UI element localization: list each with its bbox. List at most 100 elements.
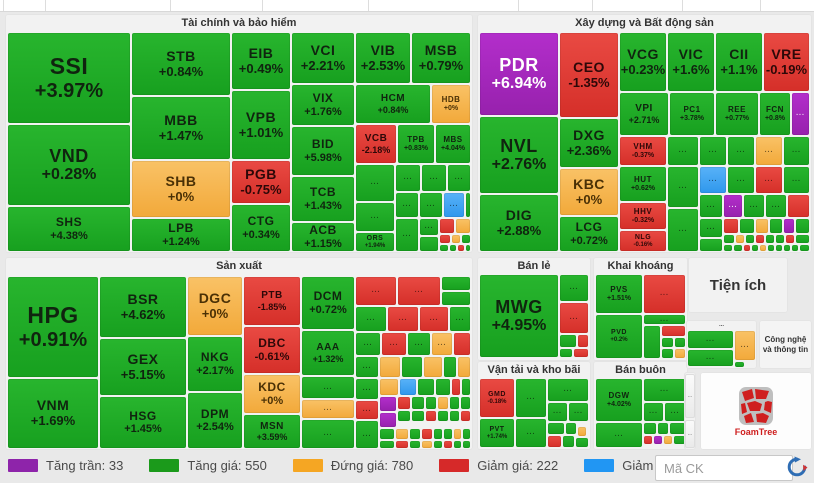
micro-tile[interactable] <box>450 245 456 251</box>
mini-tile[interactable]: ... <box>516 379 546 417</box>
mini-tile[interactable]: ... <box>450 307 470 331</box>
mini-tile[interactable]: ... <box>700 167 726 193</box>
tile-pdr[interactable]: PDR +6.94% <box>480 33 558 115</box>
micro-tile[interactable] <box>654 436 662 444</box>
micro-tile[interactable] <box>770 219 782 233</box>
tile-vnm[interactable]: VNM +1.69% <box>8 379 98 448</box>
micro-tile[interactable] <box>768 245 774 251</box>
mini-tile[interactable]: ... <box>596 423 642 447</box>
mini-tile[interactable]: ... <box>784 137 809 165</box>
tile-tpb[interactable]: TPB +0.83% <box>398 125 434 163</box>
tile-pc1[interactable]: PC1 +3.78% <box>670 93 714 135</box>
mini-tile[interactable]: ... <box>560 275 588 301</box>
micro-tile[interactable] <box>418 379 434 395</box>
micro-tile[interactable] <box>674 436 685 444</box>
tile-dbc[interactable]: DBC -0.61% <box>244 327 300 373</box>
micro-tile[interactable] <box>452 379 460 395</box>
micro-tile[interactable] <box>412 397 424 409</box>
mini-tile[interactable]: ... <box>448 165 470 191</box>
micro-tile[interactable] <box>760 245 766 251</box>
micro-tile[interactable] <box>438 397 448 409</box>
micro-tile[interactable] <box>766 235 774 243</box>
mini-tile[interactable]: ... <box>792 93 809 135</box>
mini-tile[interactable]: ... <box>560 303 588 333</box>
mini-tile[interactable]: ... <box>688 331 733 348</box>
micro-tile[interactable] <box>452 235 460 243</box>
micro-tile[interactable] <box>420 237 438 251</box>
mini-tile[interactable]: ... <box>396 165 420 191</box>
micro-tile[interactable] <box>458 357 470 377</box>
micro-tile[interactable] <box>440 219 454 233</box>
micro-tile[interactable] <box>578 427 586 436</box>
micro-tile[interactable] <box>736 235 744 243</box>
mini-tile[interactable]: ... <box>665 403 685 421</box>
micro-tile[interactable] <box>700 239 722 251</box>
tile-pvs[interactable]: PVS +1.51% <box>596 275 642 313</box>
micro-tile[interactable] <box>461 411 470 421</box>
tile-vic[interactable]: VIC +1.6% <box>668 33 714 91</box>
micro-tile[interactable] <box>410 429 420 439</box>
micro-tile[interactable] <box>410 441 420 448</box>
mini-tile[interactable]: ... <box>420 219 438 235</box>
micro-tile[interactable] <box>675 338 685 347</box>
mini-tile[interactable]: ... <box>688 350 733 366</box>
tile-bsr[interactable]: BSR +4.62% <box>100 277 186 337</box>
micro-tile[interactable] <box>396 429 408 439</box>
micro-tile[interactable] <box>566 423 576 434</box>
micro-tile[interactable] <box>560 335 576 347</box>
mini-tile[interactable]: ... <box>302 420 354 448</box>
tile-hdb[interactable]: HDB +0% <box>432 85 470 123</box>
micro-tile[interactable] <box>380 397 396 411</box>
mini-tile[interactable]: ... <box>432 333 452 355</box>
micro-tile[interactable] <box>756 235 764 243</box>
mini-tile[interactable]: ... <box>700 219 722 237</box>
mini-tile[interactable]: ... <box>398 277 440 305</box>
tile-dig[interactable]: DIG +2.88% <box>480 195 558 251</box>
micro-tile[interactable] <box>463 441 470 448</box>
tile-cii[interactable]: CII +1.1% <box>716 33 762 91</box>
mini-tile[interactable]: ... <box>685 374 695 418</box>
micro-tile[interactable] <box>434 441 442 448</box>
micro-tile[interactable] <box>442 277 470 290</box>
micro-tile[interactable] <box>438 411 448 421</box>
micro-tile[interactable] <box>434 429 442 439</box>
mini-tile[interactable]: ... <box>685 420 695 448</box>
micro-tile[interactable] <box>752 245 758 251</box>
micro-tile[interactable] <box>724 245 732 251</box>
micro-tile[interactable] <box>398 411 410 421</box>
mini-tile[interactable]: ... <box>302 377 354 398</box>
tile-ssi[interactable]: SSI +3.97% <box>8 33 130 123</box>
micro-tile[interactable] <box>800 245 809 251</box>
micro-tile[interactable] <box>756 219 768 233</box>
micro-tile[interactable] <box>792 245 798 251</box>
mini-tile[interactable]: ... <box>356 165 394 201</box>
mini-tile[interactable]: ... <box>302 400 354 418</box>
tile-lcg[interactable]: LCG +0.72% <box>560 217 618 251</box>
tile-hcm[interactable]: HCM +0.84% <box>356 85 430 123</box>
tile-kdc[interactable]: KDC +0% <box>244 375 300 413</box>
refresh-icon[interactable] <box>786 456 808 478</box>
tile-nlg[interactable]: NLG -0.16% <box>620 231 666 251</box>
micro-tile[interactable] <box>664 436 672 444</box>
micro-tile[interactable] <box>424 357 442 377</box>
tile-ctg[interactable]: CTG +0.34% <box>232 205 290 251</box>
mini-tile[interactable]: ... <box>356 379 378 399</box>
tile-pvt[interactable]: PVT +1.74% <box>480 419 514 447</box>
tile-gmd[interactable]: GMD -0.18% <box>480 379 514 417</box>
tile-ptb[interactable]: PTB -1.85% <box>244 277 300 325</box>
mini-tile[interactable]: ... <box>644 379 685 401</box>
tile-ceo[interactable]: CEO -1.35% <box>560 33 618 117</box>
micro-tile[interactable] <box>548 436 561 447</box>
tile-nvl[interactable]: NVL +2.76% <box>480 117 558 193</box>
micro-tile[interactable] <box>462 379 470 395</box>
micro-tile[interactable] <box>670 423 685 434</box>
micro-tile[interactable] <box>786 235 794 243</box>
mini-tile[interactable]: ... <box>356 277 396 305</box>
tile-dcm[interactable]: DCM +0.72% <box>302 277 354 329</box>
micro-tile[interactable] <box>402 357 422 377</box>
micro-tile[interactable] <box>442 292 470 305</box>
micro-tile[interactable] <box>466 245 470 251</box>
tile-vnd[interactable]: VND +0.28% <box>8 125 130 205</box>
mini-tile[interactable]: ... <box>700 137 726 165</box>
tile-nkg[interactable]: NKG +2.17% <box>188 337 242 391</box>
